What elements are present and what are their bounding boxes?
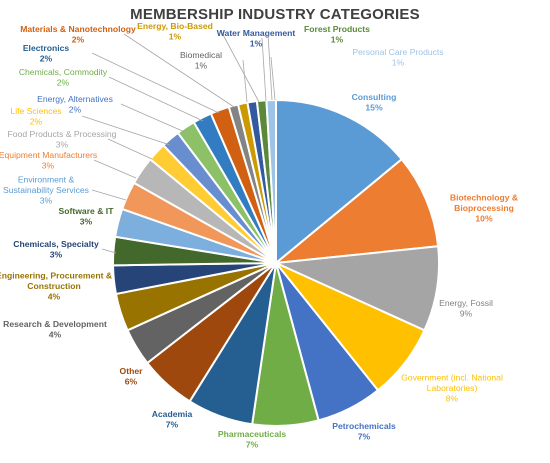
leader-line-environment-sustainability-services: [91, 189, 127, 201]
data-label-chemicals-specialty: Chemicals, Specialty 3%: [13, 239, 99, 259]
data-label-energy-fossil: Energy, Fossil 9%: [439, 298, 493, 319]
leader-line-software-it: [120, 215, 126, 225]
data-label-pharmaceuticals: Pharmaceuticals 7%: [218, 429, 287, 450]
data-label-energy-bio-based: Energy, Bio-Based 1%: [137, 21, 213, 42]
leader-line-biomedical: [242, 59, 248, 103]
leader-line-equipment-manufacturers: [93, 159, 137, 179]
leader-line-personal-care-products: [270, 56, 276, 101]
leader-line-chemicals-commodity: [108, 76, 204, 122]
pie-slice-energy-fossil: [272, 245, 440, 332]
data-label-engineering-procurement-construction: Engineering, Procurement & Construction 4%: [0, 271, 112, 302]
data-label-software-it: Software & IT 3%: [59, 206, 115, 227]
data-label-water-management: Water Management 1%: [217, 28, 296, 49]
data-label-electronics: Electronics 2%: [23, 43, 70, 64]
data-label-government-incl-national-laboratories: Government (incl. National Laboratories) 8…: [401, 373, 503, 404]
data-label-academia: Academia 7%: [152, 409, 193, 430]
data-label-personal-care-products: Personal Care Products 1%: [352, 47, 443, 68]
data-label-chemicals-commodity: Chemicals, Commodity 2%: [19, 67, 108, 88]
data-label-food-products-processing: Food Products & Processing 3%: [8, 129, 117, 150]
data-label-other: Other 6%: [120, 366, 144, 387]
data-label-equipment-manufacturers: Equipment Manufacturers 3%: [0, 150, 97, 171]
pie-slice-personal-care-products: [265, 98, 277, 264]
data-label-research-development: Research & Development 4%: [3, 319, 107, 340]
data-label-environment-sustainability-services: Environment & Sustainability Services 3%: [3, 175, 89, 206]
chart-title: MEMBERSHIP INDUSTRY CATEGORIES: [130, 6, 420, 23]
pie-slice-biotechnology-bioprocessing: [272, 157, 440, 265]
leader-line-materials-nanotechnology: [123, 33, 235, 108]
leader-line-energy-alternatives: [120, 103, 188, 134]
leader-line-electronics: [91, 52, 220, 114]
data-label-biotechnology-bioprocessing: Biotechnology & Bioprocessing 10%: [450, 193, 518, 224]
data-label-biomedical: Biomedical 1%: [180, 50, 222, 71]
leader-line-forest-products: [267, 33, 273, 101]
pie-slice-consulting: [275, 98, 404, 266]
leader-line-water-management: [261, 37, 267, 102]
data-label-petrochemicals: Petrochemicals 7%: [332, 421, 396, 442]
data-label-forest-products: Forest Products 1%: [304, 24, 370, 45]
leader-line-food-products-processing: [107, 138, 153, 160]
leader-line-energy-bio-based: [220, 30, 260, 103]
leader-line-chemicals-specialty: [101, 248, 117, 254]
data-label-consulting: Consulting 15%: [352, 92, 397, 113]
leader-line-life-sciences: [81, 115, 171, 146]
data-label-materials-nanotechnology: Materials & Nanotechnology 2%: [20, 24, 136, 45]
data-label-life-sciences: Life Sciences 2%: [10, 106, 61, 127]
data-label-energy-alternatives: Energy, Alternatives 2%: [37, 94, 113, 115]
